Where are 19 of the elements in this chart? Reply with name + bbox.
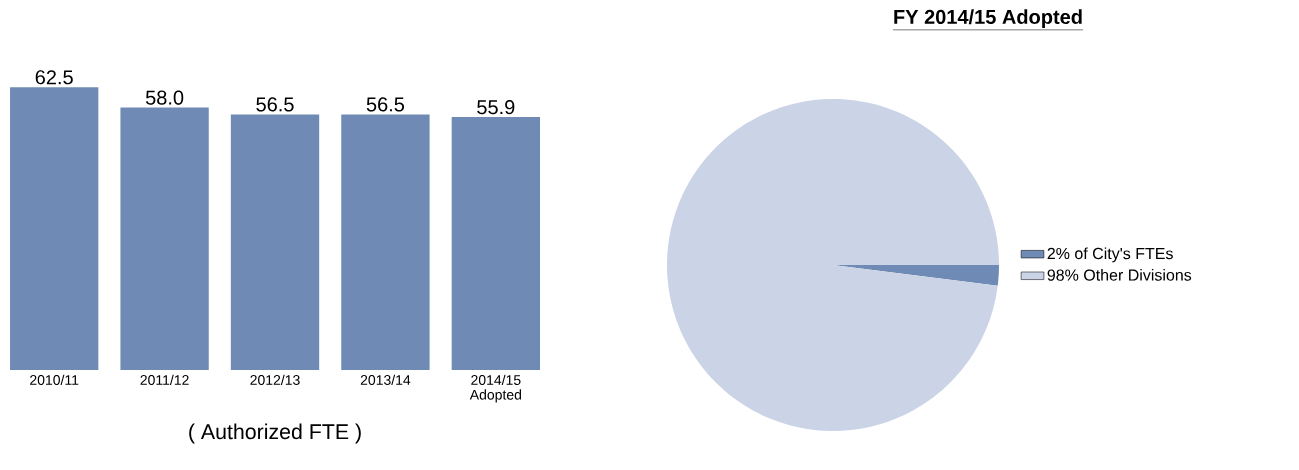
bar xyxy=(341,114,430,370)
data-label: 56.5 xyxy=(366,97,405,112)
data-label: 58.0 xyxy=(145,90,184,105)
bar xyxy=(230,114,320,370)
legend-label: 98% Other Divisions xyxy=(1047,269,1192,281)
bar xyxy=(120,107,209,370)
x-tick-label: 2012/13 xyxy=(250,374,300,385)
data-label: 62.5 xyxy=(35,70,73,85)
chart-title: FY 2014/15 Adopted xyxy=(894,9,1082,28)
x-tick-label: 2011/12 xyxy=(140,374,189,385)
data-label: 56.5 xyxy=(256,97,294,112)
x-tick-label: 2010/11 xyxy=(30,374,79,385)
bar xyxy=(451,117,541,370)
bar xyxy=(10,87,99,370)
x-axis-title: ( Authorized FTE ) xyxy=(189,423,361,444)
legend-label: 2% of City's FTEs xyxy=(1047,247,1173,263)
data-label: 55.9 xyxy=(477,100,515,115)
x-tick-label: 2014/15 Adopted xyxy=(469,374,522,403)
x-tick-label: 2013/14 xyxy=(360,374,411,385)
